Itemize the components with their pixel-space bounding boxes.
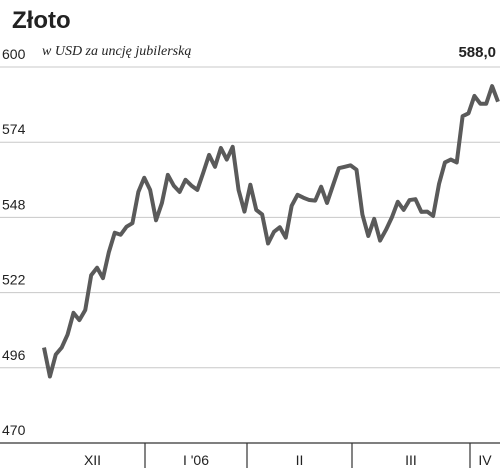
y-tick-label: 548	[2, 196, 26, 212]
x-tick-label: II	[296, 452, 304, 468]
y-tick-label: 600	[2, 46, 26, 62]
x-tick-label: XII	[84, 452, 101, 468]
x-tick-label: IV	[478, 452, 492, 468]
x-tick-label: I '06	[183, 452, 209, 468]
price-line	[42, 84, 500, 379]
y-tick-label: 574	[2, 121, 26, 137]
y-tick-label: 522	[2, 272, 26, 288]
chart-title: Złoto	[12, 7, 71, 34]
y-tick-label: 496	[2, 347, 26, 363]
x-tick-label: III	[405, 452, 417, 468]
y-tick-label: 470	[2, 422, 26, 438]
value-label: 588,0	[458, 44, 496, 61]
chart-subtitle: w USD za uncję jubilerską	[42, 44, 191, 59]
